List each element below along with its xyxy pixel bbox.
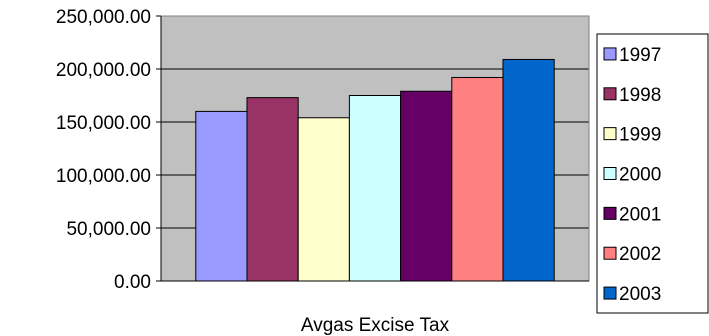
y-tick-label: 150,000.00 [56,113,151,134]
bar-2003 [502,58,555,282]
legend-label-2003: 2003 [619,284,661,305]
bar-1997 [195,110,248,282]
legend: 1997 1998 1999 2000 2001 2002 2003 [596,33,709,314]
bars [195,58,555,282]
legend-label-2001: 2001 [619,204,661,225]
legend-swatch-2001 [603,206,617,220]
legend-swatch-1997 [603,47,617,61]
bar-2000 [348,95,402,282]
bar-1999 [297,117,350,282]
x-axis-label: Avgas Excise Tax [301,315,450,336]
legend-swatch-1998 [603,87,617,101]
legend-swatch-1999 [603,127,617,141]
y-tick-label: 100,000.00 [56,166,151,187]
y-tick-label: 250,000.00 [56,7,151,28]
legend-label-2000: 2000 [619,165,661,186]
legend-swatch-2003 [603,286,617,300]
legend-label-1998: 1998 [619,85,661,106]
legend-label-1999: 1999 [619,125,661,146]
bar-2002 [451,76,504,282]
y-tick-label: 50,000.00 [66,219,151,240]
bar-2001 [400,90,453,282]
y-tick-label: 0.00 [114,272,151,293]
y-tick-label: 200,000.00 [56,60,151,81]
y-axis-ticks: 0.00 50,000.00 100,000.00 150,000.00 200,000… [56,7,161,293]
legend-label-1997: 1997 [619,45,661,66]
bar-1998 [246,97,299,282]
legend-label-2002: 2002 [619,244,661,265]
legend-swatch-2000 [603,167,617,180]
legend-swatch-2002 [603,246,617,260]
